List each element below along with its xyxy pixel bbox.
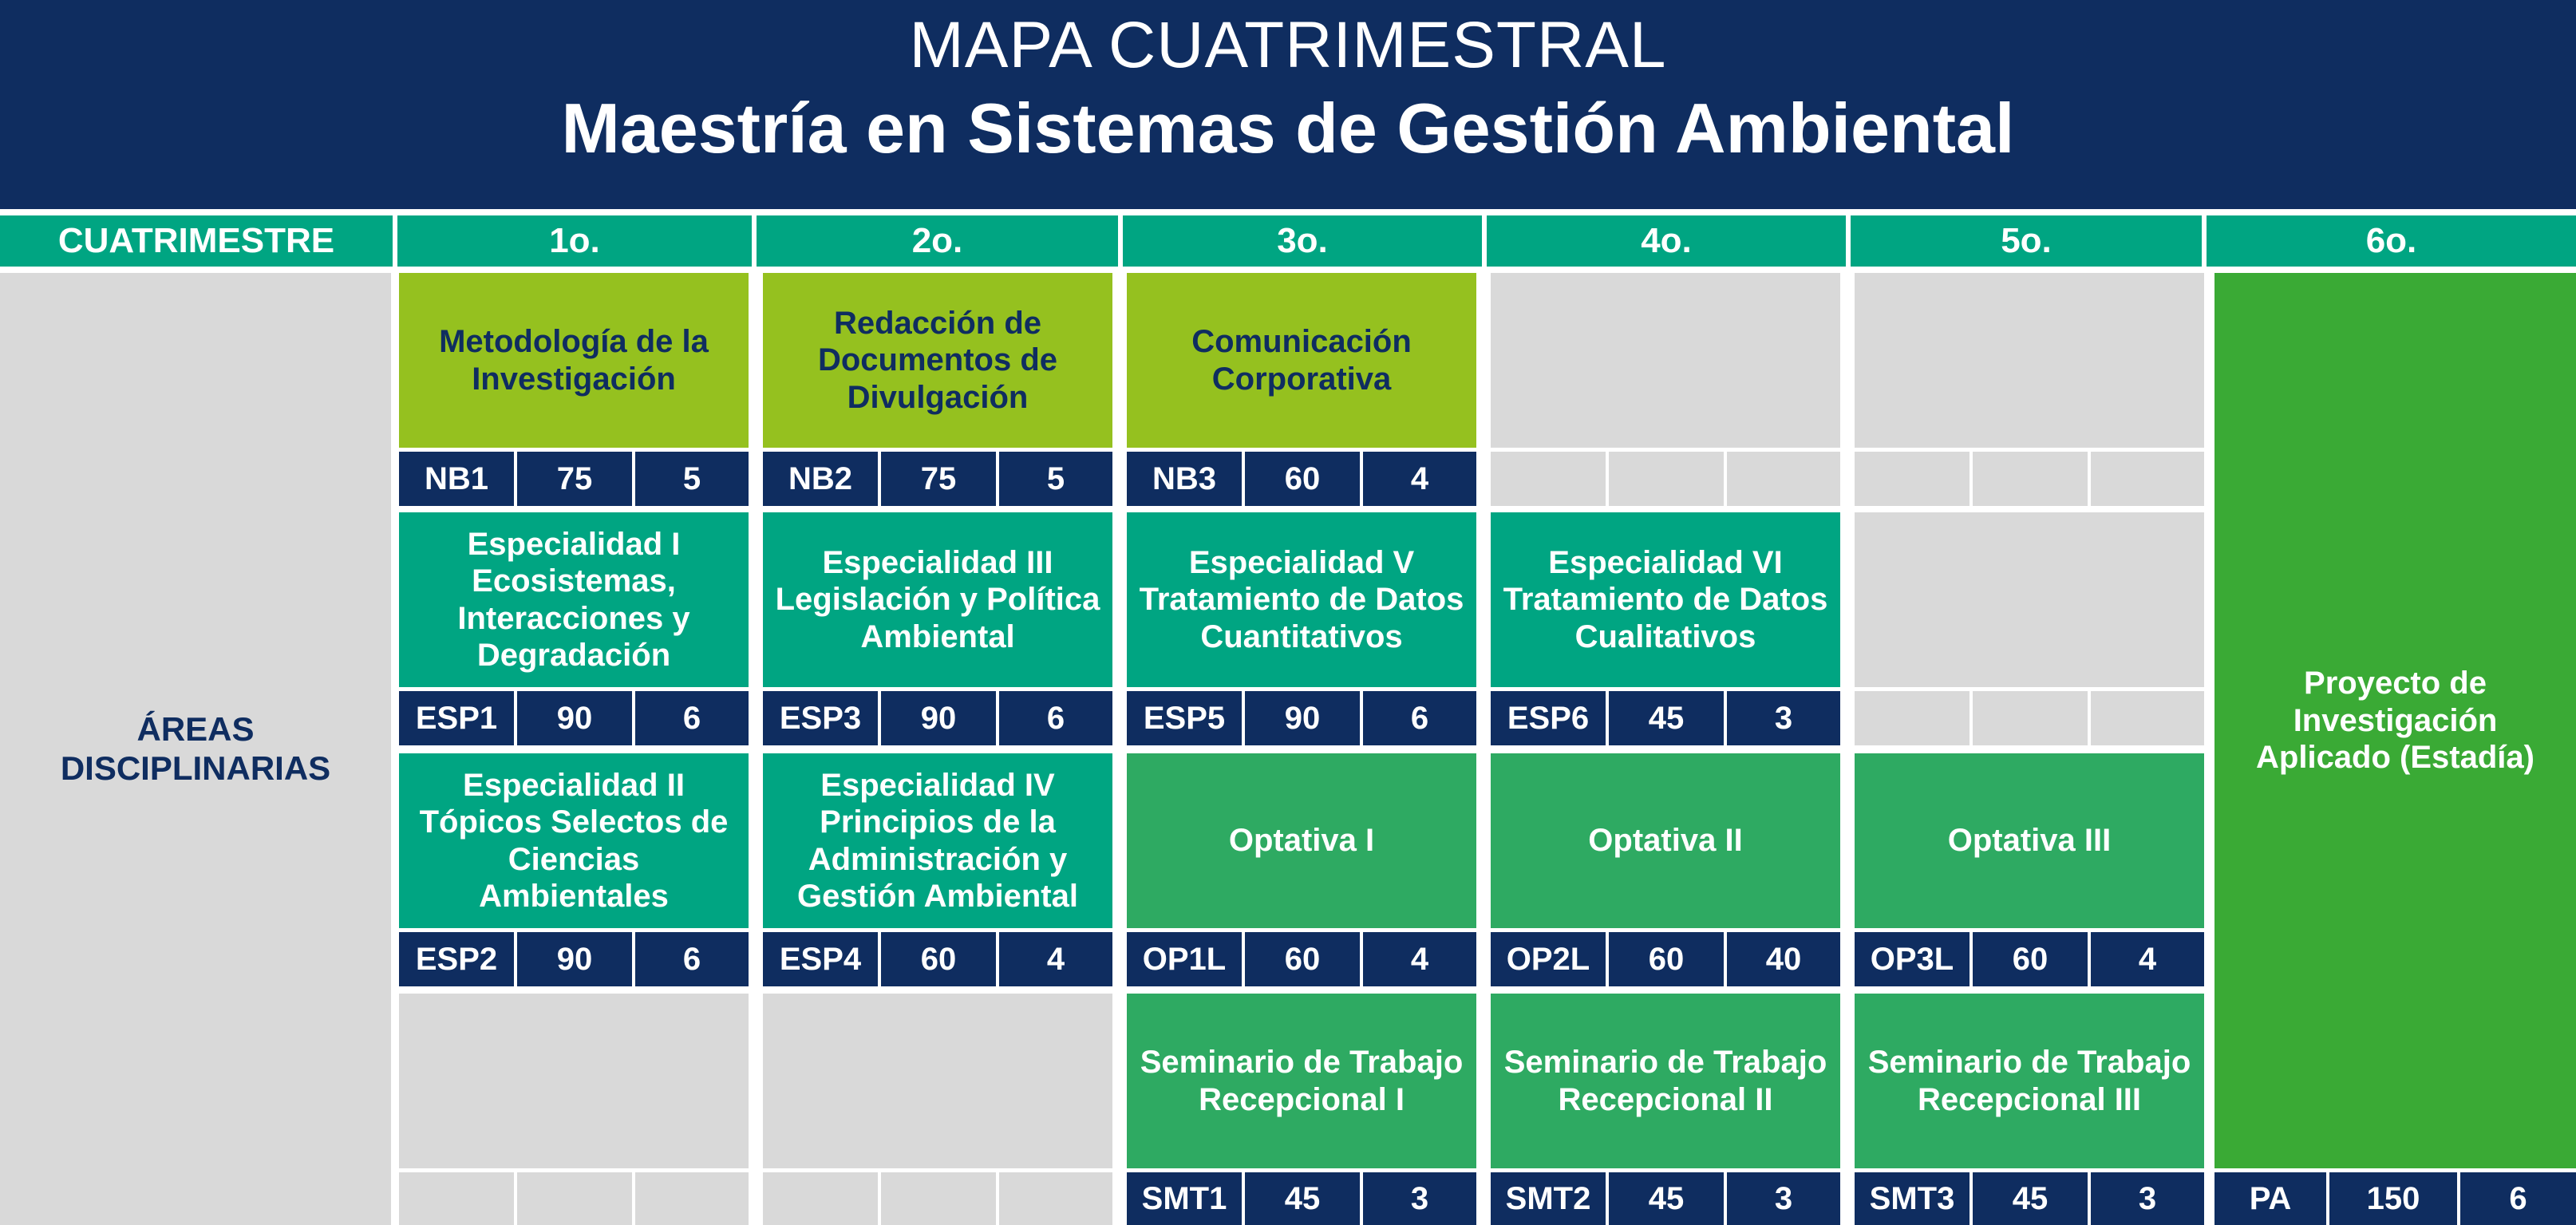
course-credits: 4 [1363, 452, 1476, 506]
course-hours: 60 [1609, 932, 1724, 986]
course-optativa-3: Optativa III [1855, 753, 2204, 928]
empty-slot [1727, 452, 1840, 506]
empty-slot [1609, 452, 1724, 506]
course-credits: 40 [1727, 932, 1840, 986]
course-credits: 3 [1363, 1172, 1476, 1225]
column-header-2: 2o. [757, 215, 1118, 267]
course-credits: 5 [999, 452, 1112, 506]
course-code: OP1L [1127, 932, 1242, 986]
empty-slot [763, 1172, 878, 1225]
course-hours: 60 [1245, 452, 1360, 506]
column-header-6: 6o. [2207, 215, 2576, 267]
course-code: OP3L [1855, 932, 1970, 986]
course-esp3: Especialidad III Legislación y Política … [763, 512, 1112, 687]
program-name: Maestría en Sistemas de Gestión Ambienta… [561, 89, 2015, 168]
course-esp6: Especialidad VI Tratamiento de Datos Cua… [1491, 512, 1840, 687]
course-hours: 90 [517, 691, 632, 745]
side-label-line1: ÁREAS [136, 709, 255, 748]
course-hours: 90 [1245, 691, 1360, 745]
course-proyecto-investigacion: Proyecto de Investigación Aplicado (Esta… [2214, 273, 2576, 1168]
empty-slot [1491, 273, 1840, 448]
page-title: MAPA CUATRIMESTRAL [909, 9, 1667, 81]
course-hours: 60 [881, 932, 996, 986]
column-header-5: 5o. [1851, 215, 2202, 267]
empty-slot [1973, 691, 2088, 745]
empty-slot [399, 1172, 514, 1225]
course-code: ESP3 [763, 691, 878, 745]
course-credits: 6 [2460, 1172, 2576, 1225]
course-esp1: Especialidad I Ecosistemas, Interaccione… [399, 512, 749, 687]
column-header-4: 4o. [1487, 215, 1846, 267]
empty-slot [763, 994, 1112, 1168]
course-optativa-2: Optativa II [1491, 753, 1840, 928]
course-metodologia: Metodología de la Investigación [399, 273, 749, 448]
course-code: SMT1 [1127, 1172, 1242, 1225]
course-code: ESP6 [1491, 691, 1606, 745]
empty-slot [881, 1172, 996, 1225]
course-seminario-2: Seminario de Trabajo Recepcional II [1491, 994, 1840, 1168]
course-hours: 90 [881, 691, 996, 745]
course-code: NB1 [399, 452, 514, 506]
empty-slot [517, 1172, 632, 1225]
course-hours: 60 [1245, 932, 1360, 986]
empty-slot [399, 994, 749, 1168]
course-hours: 60 [1973, 932, 2088, 986]
course-code: SMT2 [1491, 1172, 1606, 1225]
course-esp5: Especialidad V Tratamiento de Datos Cuan… [1127, 512, 1476, 687]
course-hours: 45 [1609, 1172, 1724, 1225]
empty-slot [1855, 273, 2204, 448]
course-code: ESP4 [763, 932, 878, 986]
empty-slot [999, 1172, 1112, 1225]
course-credits: 6 [999, 691, 1112, 745]
course-code: ESP1 [399, 691, 514, 745]
course-credits: 4 [2091, 932, 2204, 986]
course-esp2: Especialidad II Tópicos Selectos de Cien… [399, 753, 749, 928]
course-seminario-3: Seminario de Trabajo Recepcional III [1855, 994, 2204, 1168]
course-credits: 3 [1727, 1172, 1840, 1225]
empty-slot [1855, 452, 1970, 506]
course-credits: 4 [999, 932, 1112, 986]
course-credits: 6 [635, 932, 749, 986]
areas-disciplinarias-label: ÁREAS DISCIPLINARIAS [0, 273, 391, 1225]
course-code: ESP2 [399, 932, 514, 986]
course-redaccion: Redacción de Documentos de Divulgación [763, 273, 1112, 448]
course-optativa-1: Optativa I [1127, 753, 1476, 928]
course-code: PA [2214, 1172, 2326, 1225]
course-esp4: Especialidad IV Principios de la Adminis… [763, 753, 1112, 928]
course-credits: 3 [1727, 691, 1840, 745]
empty-slot [1491, 452, 1606, 506]
course-credits: 4 [1363, 932, 1476, 986]
course-credits: 5 [635, 452, 749, 506]
course-hours: 45 [1245, 1172, 1360, 1225]
course-hours: 45 [1609, 691, 1724, 745]
course-seminario-1: Seminario de Trabajo Recepcional I [1127, 994, 1476, 1168]
course-comunicacion: Comunicación Corporativa [1127, 273, 1476, 448]
course-code: NB3 [1127, 452, 1242, 506]
column-header-1: 1o. [397, 215, 752, 267]
empty-slot [1973, 452, 2088, 506]
course-code: OP2L [1491, 932, 1606, 986]
empty-slot [635, 1172, 749, 1225]
course-hours: 45 [1973, 1172, 2088, 1225]
course-credits: 6 [635, 691, 749, 745]
course-code: NB2 [763, 452, 878, 506]
course-credits: 3 [2091, 1172, 2204, 1225]
course-credits: 6 [1363, 691, 1476, 745]
course-hours: 75 [881, 452, 996, 506]
empty-slot [1855, 512, 2204, 687]
empty-slot [2091, 691, 2204, 745]
course-code: ESP5 [1127, 691, 1242, 745]
side-label-line2: DISCIPLINARIAS [60, 749, 331, 787]
empty-slot [2091, 452, 2204, 506]
course-hours: 150 [2329, 1172, 2457, 1225]
empty-slot [1855, 691, 1970, 745]
course-hours: 75 [517, 452, 632, 506]
column-header-cuatrimestre: CUATRIMESTRE [0, 215, 393, 267]
course-code: SMT3 [1855, 1172, 1970, 1225]
column-header-3: 3o. [1123, 215, 1482, 267]
course-hours: 90 [517, 932, 632, 986]
page-header: MAPA CUATRIMESTRAL Maestría en Sistemas … [0, 0, 2576, 209]
